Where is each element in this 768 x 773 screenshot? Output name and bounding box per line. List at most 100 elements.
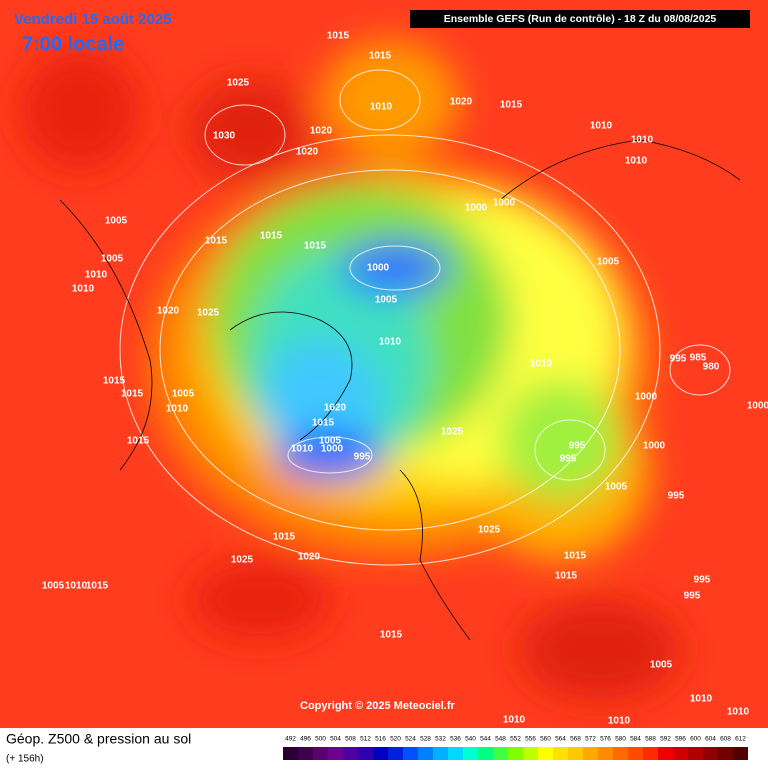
legend-value: 552 — [510, 736, 521, 743]
legend-value: 524 — [405, 736, 416, 743]
copyright: Copyright © 2025 Meteociel.fr — [300, 700, 456, 712]
legend-swatch — [403, 747, 418, 760]
legend-value: 520 — [390, 736, 401, 743]
legend-swatch — [328, 747, 343, 760]
legend-value: 568 — [570, 736, 581, 743]
isobar-label: 1020 — [450, 97, 473, 108]
legend-value: 548 — [495, 736, 506, 743]
legend-value: 504 — [330, 736, 341, 743]
isobar-label: 1015 — [500, 100, 523, 111]
isobar-label: 1010 — [503, 715, 526, 726]
isobar-label: 1010 — [690, 694, 713, 705]
local-time: 7:00 locale — [22, 33, 124, 55]
legend-value: 512 — [360, 736, 371, 743]
legend-swatch — [448, 747, 463, 760]
isobar-label: 1020 — [296, 147, 319, 158]
isobar-label: 1015 — [564, 551, 587, 562]
legend-swatch — [703, 747, 718, 760]
isobar-label: 1005 — [101, 254, 124, 265]
legend-swatch — [433, 747, 448, 760]
legend-swatch — [508, 747, 523, 760]
isobar-label: 1010 — [85, 270, 108, 281]
legend-value: 564 — [555, 736, 566, 743]
legend-value: 560 — [540, 736, 551, 743]
isobar-label: 995 — [569, 441, 586, 452]
legend-value: 592 — [660, 736, 671, 743]
legend-swatch — [343, 747, 358, 760]
isobar-label: 1025 — [231, 555, 254, 566]
isobar-label: 1005 — [375, 295, 398, 306]
isobar-label: 1020 — [310, 126, 333, 137]
isobar-label: 980 — [703, 362, 720, 373]
isobar-label: 1010 — [530, 359, 553, 370]
legend-value: 496 — [300, 736, 311, 743]
legend-swatch — [673, 747, 688, 760]
legend-value: 588 — [645, 736, 656, 743]
legend-swatch — [538, 747, 553, 760]
isobar-label: 1005 — [650, 660, 673, 671]
legend-value: 612 — [735, 736, 746, 743]
isobar-label: 1005 — [172, 389, 195, 400]
field — [0, 0, 768, 728]
isobar-label: 1015 — [86, 581, 109, 592]
legend-swatch — [313, 747, 328, 760]
isobar-label: 1015 — [103, 376, 126, 387]
isobar-label: 1010 — [590, 121, 613, 132]
isobar-label: 1005 — [42, 581, 65, 592]
legend-swatch — [388, 747, 403, 760]
legend-value: 584 — [630, 736, 641, 743]
legend-value: 516 — [375, 736, 386, 743]
isobar-label: 1010 — [166, 404, 189, 415]
isobar-label: 1005 — [105, 216, 128, 227]
legend-swatch — [553, 747, 568, 760]
isobar-label: 1025 — [441, 427, 464, 438]
legend-value: 508 — [345, 736, 356, 743]
isobar-label: 1010 — [291, 444, 314, 455]
isobar-label: 1015 — [121, 389, 144, 400]
legend-value: 500 — [315, 736, 326, 743]
isobar-label: 1000 — [367, 263, 390, 274]
legend-swatch — [493, 747, 508, 760]
legend-value: 556 — [525, 736, 536, 743]
caption-lead: (+ 156h) — [6, 754, 44, 765]
legend-swatch — [583, 747, 598, 760]
isobar-label: 1010 — [370, 102, 393, 113]
isobar-label: 1000 — [747, 401, 768, 412]
legend-swatch — [523, 747, 538, 760]
model-info: Ensemble GEFS (Run de contrôle) - 18 Z d… — [444, 13, 717, 25]
legend-value: 604 — [705, 736, 716, 743]
isobar-label: 1000 — [321, 444, 344, 455]
isobar-label: 1010 — [608, 716, 631, 727]
isobar-label: 1020 — [157, 306, 180, 317]
isobar-label: 995 — [560, 454, 577, 465]
legend-value: 528 — [420, 736, 431, 743]
isobar-label: 1030 — [213, 131, 236, 142]
isobar-label: 1005 — [605, 482, 628, 493]
isobar-label: 1005 — [319, 436, 342, 447]
isobar-label: 1005 — [597, 257, 620, 268]
legend-swatch — [358, 747, 373, 760]
isobar-label: 1025 — [197, 308, 220, 319]
legend-swatch — [628, 747, 643, 760]
isobar-label: 1015 — [304, 241, 327, 252]
legend-value: 596 — [675, 736, 686, 743]
isobar-label: 1015 — [380, 630, 403, 641]
isobar-label: 1010 — [625, 156, 648, 167]
legend-swatch — [418, 747, 433, 760]
isobar-label: 1015 — [369, 51, 392, 62]
legend-value: 544 — [480, 736, 491, 743]
isobar-label: 1015 — [273, 532, 296, 543]
legend-value: 572 — [585, 736, 596, 743]
isobar-label: 1020 — [298, 552, 321, 563]
isobar-label: 995 — [354, 452, 371, 463]
isobar-label: 995 — [670, 354, 687, 365]
legend-swatch — [718, 747, 733, 760]
isobar-label: 995 — [694, 575, 711, 586]
isobar-label: 1010 — [379, 337, 402, 348]
isobar-label: 1015 — [555, 571, 578, 582]
isobar-label: 1015 — [327, 31, 350, 42]
isobar-label: 995 — [668, 491, 685, 502]
legend-swatch — [463, 747, 478, 760]
isobar-label: 1010 — [727, 707, 750, 718]
legend-swatch — [568, 747, 583, 760]
